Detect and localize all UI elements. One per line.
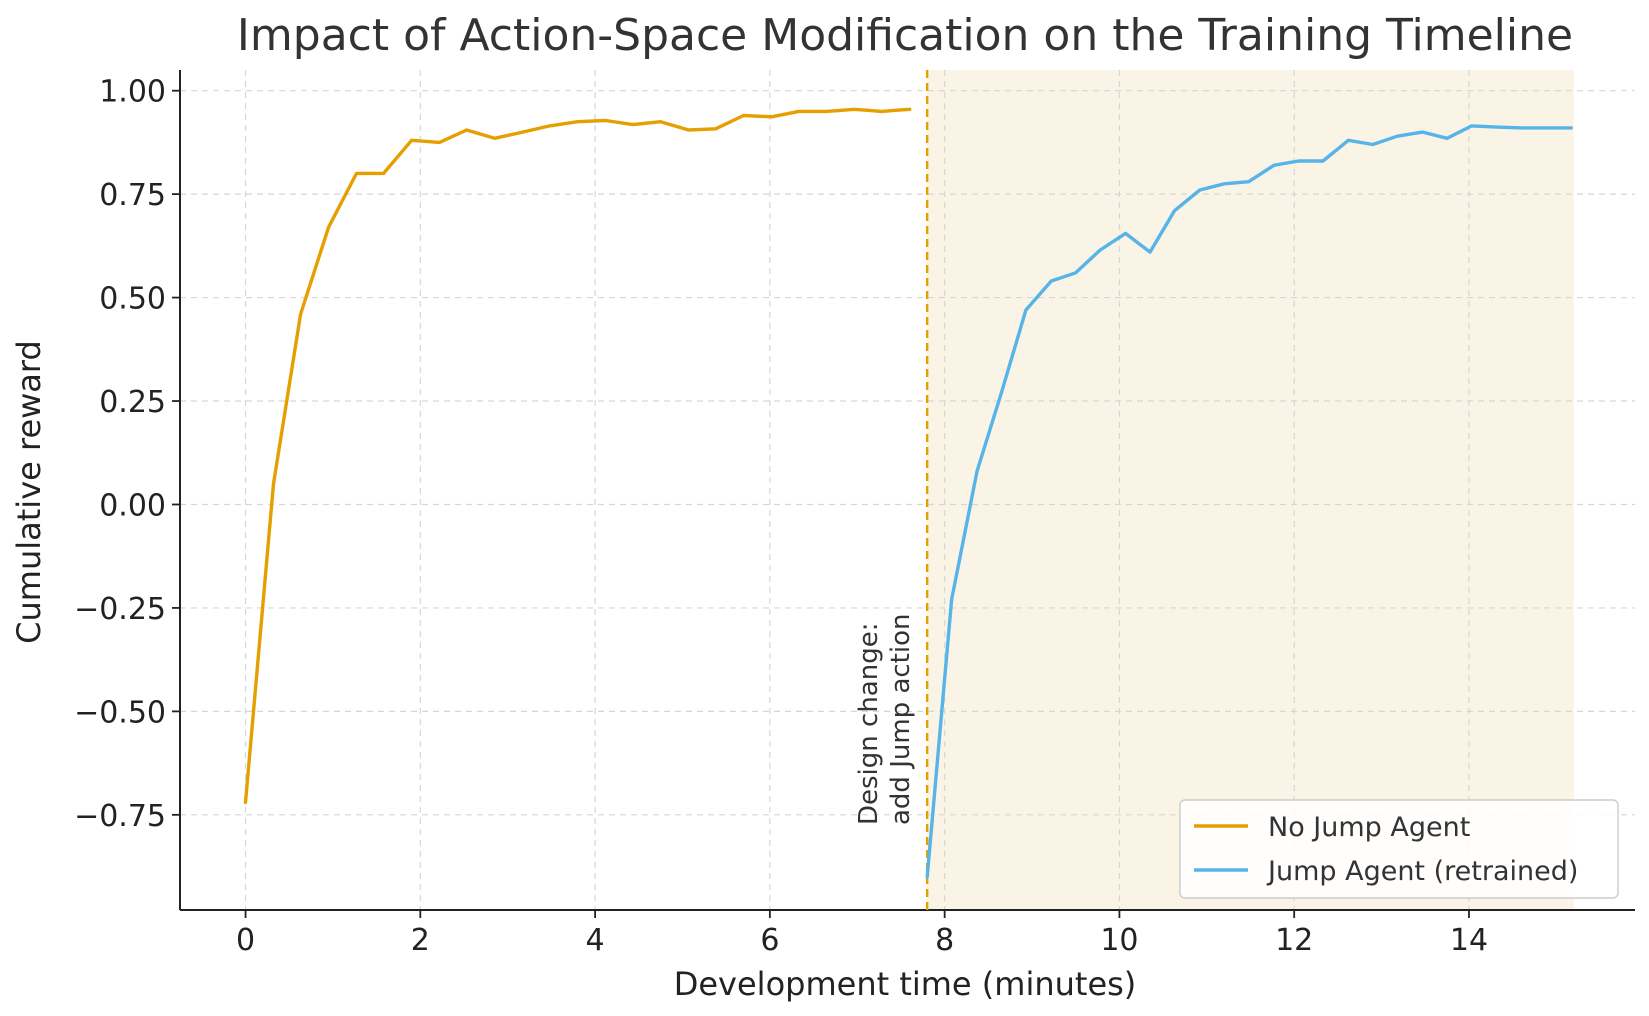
chart-title: Impact of Action-Space Modification on t… xyxy=(237,10,1573,61)
x-tick-label: 8 xyxy=(935,923,954,958)
y-tick-label: 0.25 xyxy=(99,385,166,420)
axes-layer xyxy=(179,70,1635,911)
y-tick-label: −0.75 xyxy=(74,799,166,834)
y-tick-label: −0.50 xyxy=(74,695,166,730)
y-axis-label: Cumulative reward xyxy=(10,340,48,644)
y-tick-label: 1.00 xyxy=(99,75,166,110)
text-layer: Impact of Action-Space Modification on t… xyxy=(10,10,1573,1003)
tick-layer: 0 2 4 6 8 10 12 14 1.00 0.75 0.50 0.25 0.00 −0.25 −0.5… xyxy=(74,75,1488,958)
design-change-label-line: add Jump action xyxy=(886,614,916,825)
x-tick-label: 10 xyxy=(1100,923,1138,958)
design-change-label-line: Design change: xyxy=(854,623,884,825)
y-tick-label: 0.50 xyxy=(99,282,166,317)
y-tick-label: 0.75 xyxy=(99,178,166,213)
x-tick-label: 12 xyxy=(1275,923,1313,958)
legend-box xyxy=(1179,799,1619,899)
shaded-region-layer xyxy=(927,70,1574,910)
legend-label-1: Jump Agent (retrained) xyxy=(1266,856,1578,887)
x-tick-label: 4 xyxy=(586,923,605,958)
design-change-layer: Design change: add Jump action xyxy=(854,70,929,910)
x-axis-label: Development time (minutes) xyxy=(674,965,1137,1003)
series-layer xyxy=(243,107,1573,879)
x-tick-label: 6 xyxy=(760,923,779,958)
x-tick-label: 14 xyxy=(1450,923,1488,958)
series-line-0 xyxy=(243,107,912,805)
series-line-1 xyxy=(925,124,1573,879)
legend-label-0: No Jump Agent xyxy=(1268,812,1470,843)
design-change-annotation: Design change: add Jump action xyxy=(854,614,916,825)
shaded-region xyxy=(927,70,1574,910)
x-tick-label: 0 xyxy=(236,923,255,958)
legend-layer: No Jump Agent Jump Agent (retrained) xyxy=(1179,799,1619,899)
y-tick-label: 0.00 xyxy=(99,488,166,523)
x-tick-label: 2 xyxy=(411,923,430,958)
y-tick-label: −0.25 xyxy=(74,592,166,627)
